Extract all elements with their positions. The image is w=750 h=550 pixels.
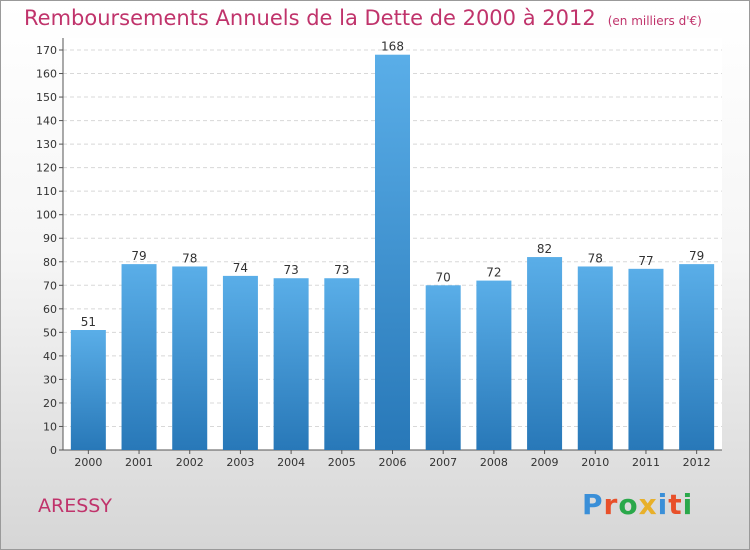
data-label: 72 — [486, 266, 501, 280]
y-tick-label: 40 — [43, 350, 57, 363]
logo-letter: i — [682, 488, 694, 521]
chart-title: Remboursements Annuels de la Dette de 20… — [24, 6, 702, 30]
bar — [628, 268, 664, 450]
y-tick-label: 150 — [36, 91, 57, 104]
data-label: 73 — [334, 263, 349, 277]
bar — [476, 280, 512, 450]
bar — [273, 278, 309, 450]
bar — [121, 264, 157, 450]
y-tick-label: 170 — [36, 44, 57, 57]
logo-letter: r — [603, 488, 619, 521]
data-label: 168 — [381, 40, 404, 54]
x-tick-label: 2009 — [531, 456, 559, 469]
data-label: 73 — [283, 263, 298, 277]
x-tick-label: 2007 — [429, 456, 457, 469]
data-label: 74 — [233, 261, 248, 275]
bar — [324, 278, 360, 450]
y-tick-label: 130 — [36, 138, 57, 151]
x-tick-label: 2006 — [379, 456, 407, 469]
place-name: ARESSY — [38, 495, 112, 517]
data-label: 77 — [638, 254, 653, 268]
y-tick-label: 110 — [36, 185, 57, 198]
title-text: Remboursements Annuels de la Dette de 20… — [24, 6, 596, 30]
x-tick-label: 2001 — [125, 456, 153, 469]
y-tick-label: 120 — [36, 162, 57, 175]
bar — [679, 264, 715, 450]
y-tick-label: 0 — [50, 444, 57, 457]
x-tick-label: 2003 — [226, 456, 254, 469]
x-tick-label: 2005 — [328, 456, 356, 469]
y-tick-label: 10 — [43, 420, 57, 433]
x-tick-label: 2008 — [480, 456, 508, 469]
bar — [527, 257, 563, 450]
bar — [577, 266, 613, 450]
y-tick-label: 20 — [43, 397, 57, 410]
unit-label: (en milliers d'€) — [607, 14, 702, 28]
data-label: 78 — [588, 251, 603, 265]
x-tick-label: 2004 — [277, 456, 305, 469]
data-label: 78 — [182, 251, 197, 265]
logo-letter: x — [638, 488, 658, 521]
y-tick-label: 80 — [43, 256, 57, 269]
y-tick-label: 50 — [43, 326, 57, 339]
bar — [70, 330, 106, 450]
x-tick-label: 2000 — [74, 456, 102, 469]
x-tick-label: 2002 — [176, 456, 204, 469]
bar — [425, 285, 461, 450]
y-tick-label: 60 — [43, 303, 57, 316]
data-label: 51 — [81, 315, 96, 329]
y-tick-label: 160 — [36, 68, 57, 81]
data-label: 79 — [689, 249, 704, 263]
data-label: 79 — [131, 249, 146, 263]
y-tick-label: 100 — [36, 209, 57, 222]
bar — [222, 275, 258, 450]
logo-letter: o — [618, 488, 639, 521]
proxiti-logo: Proxiti — [582, 488, 693, 521]
x-tick-label: 2012 — [683, 456, 711, 469]
y-tick-label: 70 — [43, 279, 57, 292]
bar — [172, 266, 208, 450]
data-label: 70 — [436, 270, 451, 284]
logo-letter: P — [582, 488, 604, 521]
bar — [375, 54, 410, 451]
x-tick-label: 2010 — [581, 456, 609, 469]
logo-letter: t — [668, 488, 683, 521]
y-tick-label: 140 — [36, 115, 57, 128]
y-tick-label: 30 — [43, 373, 57, 386]
y-tick-label: 90 — [43, 232, 57, 245]
x-tick-label: 2011 — [632, 456, 660, 469]
data-label: 82 — [537, 242, 552, 256]
logo-letter: i — [657, 488, 669, 521]
